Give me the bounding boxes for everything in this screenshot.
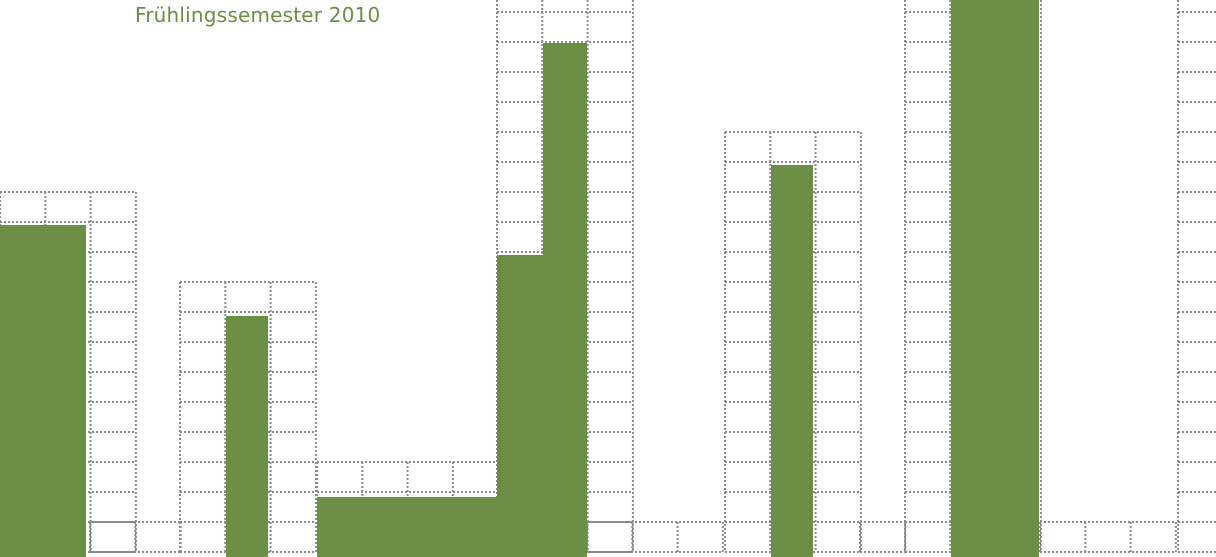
green-bar xyxy=(226,316,268,557)
green-bar xyxy=(0,225,86,557)
green-bar xyxy=(543,43,587,557)
green-bars xyxy=(0,0,1039,557)
green-bar xyxy=(317,497,497,557)
semester-caption: Frühlingssemester 2010 xyxy=(135,3,381,27)
green-bar xyxy=(951,0,1039,557)
green-bar xyxy=(771,165,813,557)
